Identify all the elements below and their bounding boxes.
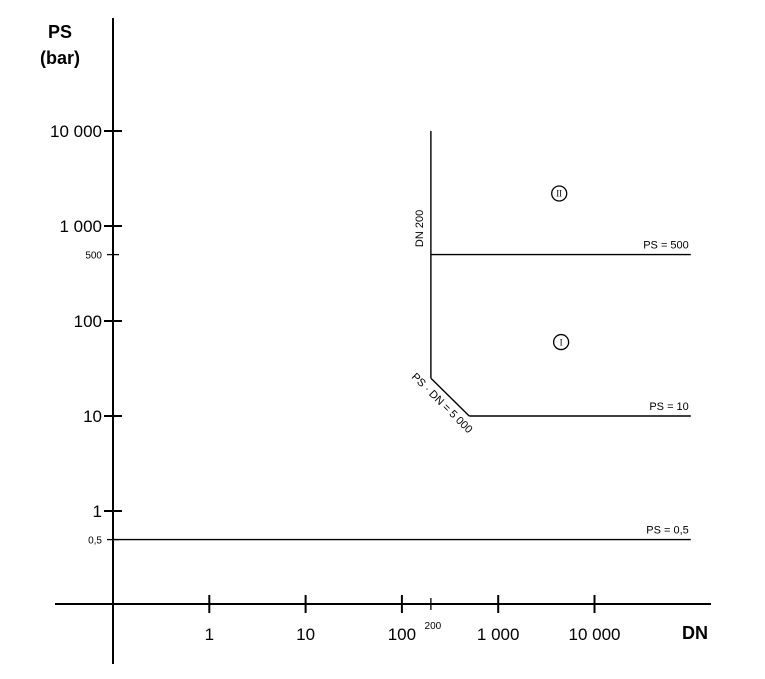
- x-tick-label-10-000: 10 000: [569, 625, 621, 644]
- x-axis-title: DN: [682, 623, 708, 643]
- y-tick-label-1-000: 1 000: [59, 217, 102, 236]
- region-label-ii: II: [556, 189, 562, 199]
- x-tick-label-1: 1: [205, 625, 214, 644]
- y-axis-title: PS: [48, 22, 72, 42]
- series-label-ps-10: PS = 10: [649, 401, 688, 413]
- series-label-ps-0-5: PS = 0,5: [646, 525, 689, 537]
- y-extra-tick-label-0-5: 0,5: [88, 536, 102, 547]
- y-tick-label-1: 1: [93, 502, 102, 521]
- x-tick-label-10: 10: [296, 625, 315, 644]
- series-label-dn-200: DN 200: [414, 210, 426, 247]
- axes: [55, 18, 711, 664]
- x-extra-tick-label-200: 200: [425, 621, 442, 632]
- boundary-lines: [113, 131, 691, 541]
- y-axis-unit: (bar): [40, 48, 80, 68]
- region-marker-ii: [551, 185, 568, 202]
- region-marker-i: [552, 333, 570, 351]
- series-ps-dn-5-000: [430, 377, 470, 417]
- x-tick-label-1-000: 1 000: [477, 625, 520, 644]
- axis-labels: 1 10 100 1 000 10 000 0,5 500 1 10 100 1 000 10 000…: [40, 22, 708, 644]
- y-tick-label-10-000: 10 000: [50, 122, 102, 141]
- x-tick-label-100: 100: [388, 625, 416, 644]
- region-label-i: I: [560, 337, 563, 347]
- series-label-ps-dn-5-000: PS · DN = 5 000: [409, 371, 475, 436]
- y-tick-label-100: 100: [74, 312, 102, 331]
- series-label-ps-500: PS = 500: [643, 240, 689, 252]
- y-extra-tick-label-500: 500: [85, 251, 102, 262]
- y-tick-label-10: 10: [83, 407, 102, 426]
